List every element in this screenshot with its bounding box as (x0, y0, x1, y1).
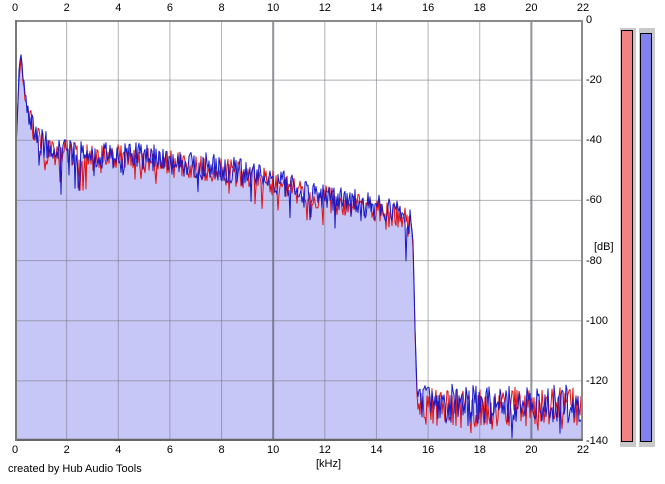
x-tick-label-top-2: 2 (63, 2, 70, 14)
x-tick-label-bottom-8: 8 (218, 444, 225, 456)
x-tick-label-bottom-10: 10 (267, 444, 280, 456)
level-meter-right-fill (640, 33, 652, 442)
credit-text: created by Hub Audio Tools (8, 463, 142, 475)
x-tick-label-bottom-6: 6 (166, 444, 173, 456)
y-tick-label--140: -140 (586, 435, 609, 447)
y-tick-label--40: -40 (586, 134, 602, 147)
y-tick-label--120: -120 (586, 374, 609, 387)
spectrum-plot (15, 20, 583, 441)
spectrum-area-fill (15, 54, 583, 441)
y-tick-label--20: -20 (586, 74, 602, 87)
y-axis-unit-label: [dB] (594, 241, 614, 253)
x-tick-label-bottom-20: 20 (525, 444, 538, 456)
x-tick-label-top-18: 18 (473, 2, 486, 14)
level-meter-left-fill (621, 30, 633, 442)
y-tick-label--100: -100 (586, 314, 609, 327)
y-tick-label--80: -80 (586, 254, 602, 267)
x-axis-unit-label: [kHz] (316, 458, 342, 470)
y-tick-label--60: -60 (586, 194, 602, 207)
x-tick-label-bottom-12: 12 (318, 444, 331, 456)
x-tick-label-bottom-22: 22 (576, 444, 590, 456)
x-tick-label-top-6: 6 (166, 2, 173, 14)
x-tick-label-bottom-2: 2 (63, 444, 70, 456)
x-tick-label-top-22: 22 (576, 2, 590, 14)
x-tick-label-top-16: 16 (421, 2, 435, 14)
x-tick-label-top-20: 20 (525, 2, 538, 14)
level-meter-right-track (639, 28, 655, 447)
x-tick-label-bottom-14: 14 (370, 444, 383, 456)
spectrum-trace-blue (15, 54, 583, 439)
y-tick-label-0: 0 (586, 14, 593, 26)
x-tick-label-bottom-0: 0 (11, 444, 19, 456)
x-tick-label-top-14: 14 (370, 2, 383, 14)
x-tick-label-top-0: 0 (11, 2, 19, 14)
x-tick-label-top-12: 12 (318, 2, 331, 14)
x-tick-label-bottom-18: 18 (473, 444, 486, 456)
level-meter-left-track (620, 28, 636, 447)
spectrum-canvas (15, 20, 583, 441)
x-tick-label-bottom-16: 16 (421, 444, 435, 456)
x-tick-label-top-8: 8 (218, 2, 225, 14)
x-tick-label-top-10: 10 (267, 2, 280, 14)
x-tick-label-top-4: 4 (115, 2, 122, 14)
x-tick-label-bottom-4: 4 (115, 444, 122, 456)
